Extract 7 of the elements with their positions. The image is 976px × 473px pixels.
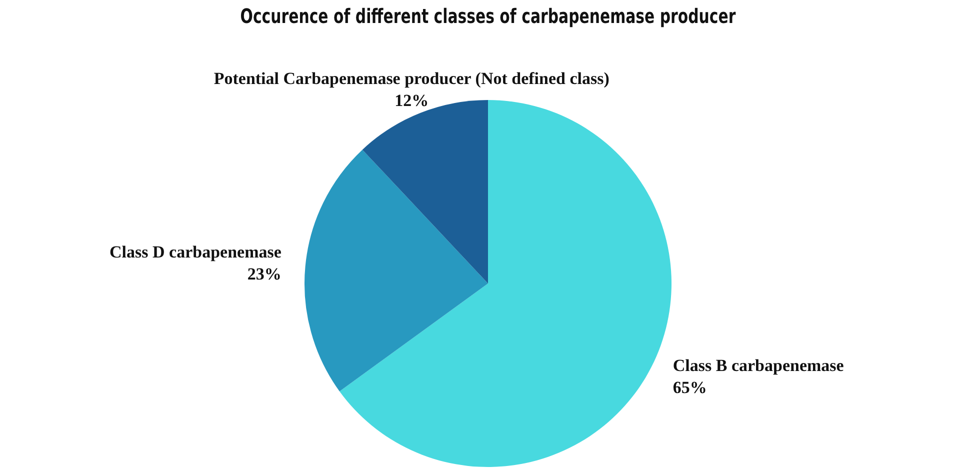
slice-label: Class B carbapenemase (672, 356, 844, 376)
chart-title: Occurence of different classes of carbapenemase producer (240, 6, 736, 29)
data-label: 65% (672, 378, 707, 398)
slice-label: Class D carbapenemase (110, 242, 282, 262)
slice-label: Potential Carbapenemase producer (Not defined class) (214, 68, 610, 88)
data-label: 12% (394, 90, 429, 110)
data-label: 23% (247, 264, 282, 284)
